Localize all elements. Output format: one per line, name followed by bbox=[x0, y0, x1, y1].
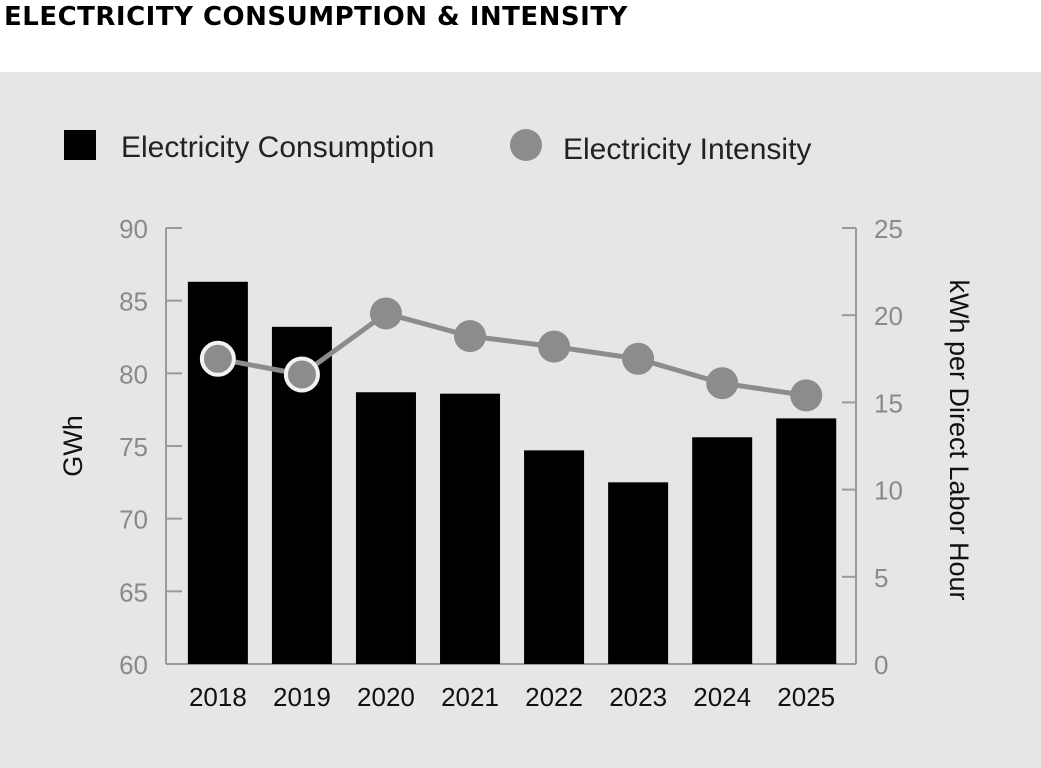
left-tick-label: 60 bbox=[119, 650, 148, 680]
x-label-2021: 2021 bbox=[441, 682, 499, 712]
bar-2022 bbox=[524, 450, 585, 664]
intensity-point-2025 bbox=[790, 379, 823, 412]
left-tick-label: 85 bbox=[119, 287, 148, 317]
left-tick-label: 75 bbox=[119, 432, 148, 462]
intensity-point-2019 bbox=[283, 356, 320, 393]
legend-label-intensity: Electricity Intensity bbox=[563, 133, 811, 166]
left-tick-label: 65 bbox=[119, 577, 148, 607]
left-tick-label: 90 bbox=[119, 214, 148, 244]
right-tick-label: 25 bbox=[874, 214, 903, 244]
left-axis-title: GWh bbox=[58, 415, 88, 477]
x-axis-labels: 2018 2019 2020 2021 2022 2023 2024 2025 bbox=[189, 682, 835, 712]
right-axis-title: kWh per Direct Labor Hour bbox=[944, 279, 974, 600]
x-label-2023: 2023 bbox=[609, 682, 667, 712]
x-label-2020: 2020 bbox=[357, 682, 415, 712]
axes: 60 65 70 75 80 85 90 0 5 10 15 20 25 bbox=[119, 214, 903, 680]
bar-2023 bbox=[608, 482, 669, 664]
right-tick-label: 10 bbox=[874, 476, 903, 506]
chart-title: ELECTRICITY CONSUMPTION & INTENSITY bbox=[4, 2, 628, 32]
intensity-point-2018 bbox=[199, 340, 236, 377]
legend-swatch-consumption bbox=[64, 130, 96, 160]
x-label-2025: 2025 bbox=[777, 682, 835, 712]
bar-2025 bbox=[776, 418, 837, 664]
intensity-point-2020 bbox=[369, 297, 402, 330]
intensity-point-2024 bbox=[706, 367, 739, 400]
right-tick-label: 20 bbox=[874, 301, 903, 331]
intensity-point-2023 bbox=[622, 342, 655, 375]
x-label-2018: 2018 bbox=[189, 682, 247, 712]
chart-panel bbox=[0, 72, 1041, 768]
x-label-2022: 2022 bbox=[525, 682, 583, 712]
left-tick-label: 80 bbox=[119, 359, 148, 389]
bar-2018 bbox=[187, 281, 248, 664]
intensity-point-2021 bbox=[454, 320, 487, 353]
intensity-point-2022 bbox=[538, 330, 571, 363]
left-tick-label: 70 bbox=[119, 505, 148, 535]
right-tick-label: 5 bbox=[874, 563, 888, 593]
right-tick-label: 15 bbox=[874, 388, 903, 418]
right-tick-label: 0 bbox=[874, 650, 888, 680]
legend-swatch-intensity bbox=[510, 129, 542, 161]
legend: Electricity Consumption Electricity Inte… bbox=[64, 129, 811, 166]
legend-label-consumption: Electricity Consumption bbox=[121, 131, 434, 164]
x-label-2024: 2024 bbox=[693, 682, 751, 712]
bar-2024 bbox=[692, 437, 753, 664]
bar-2021 bbox=[440, 393, 501, 664]
line-series bbox=[199, 297, 823, 412]
bar-2020 bbox=[355, 392, 416, 664]
x-label-2019: 2019 bbox=[273, 682, 331, 712]
